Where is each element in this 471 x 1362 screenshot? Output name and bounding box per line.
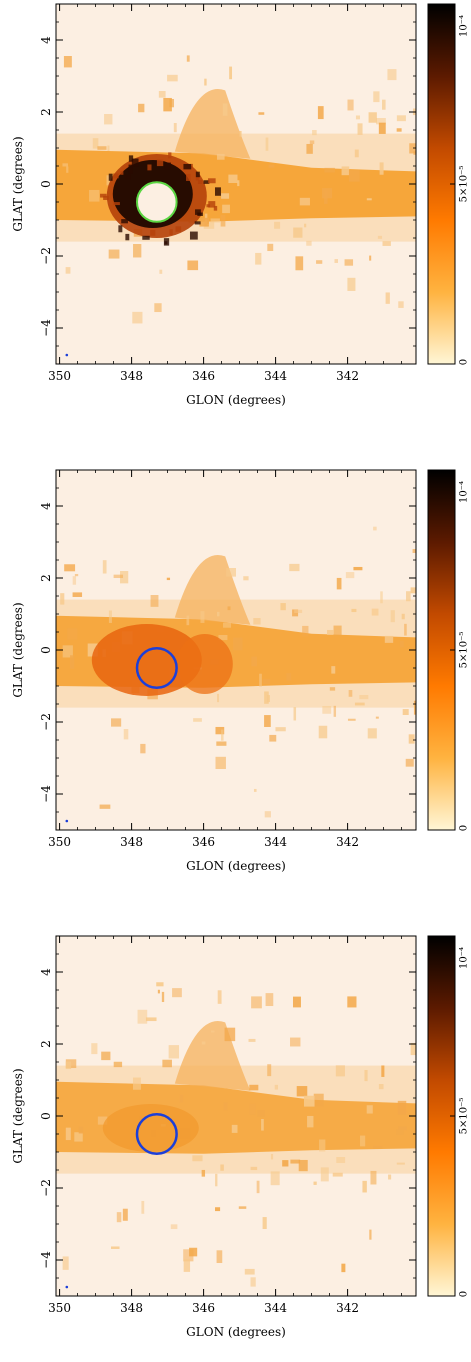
skymap-panel-2: 350 348 346 344 342 4 2 0 −2 −4 GLON (degrees) GLAT… xyxy=(0,466,471,896)
x-tick-label: 342 xyxy=(336,1301,359,1315)
x-tick-label: 342 xyxy=(336,835,359,849)
emission-layer xyxy=(56,526,416,818)
y-tick-label: 4 xyxy=(39,36,53,44)
y-tick-label: 0 xyxy=(39,180,53,188)
x-tick-label: 350 xyxy=(48,835,71,849)
colorbar-tick-label: 0 xyxy=(459,1291,470,1297)
y-axis-title: GLAT (degrees) xyxy=(11,602,25,697)
colorbar-tick-label: 0 xyxy=(459,359,470,365)
plume-emission xyxy=(174,1020,251,1091)
y-tick-label: −2 xyxy=(39,1179,53,1197)
x-tick-label: 344 xyxy=(264,1301,287,1315)
marker-point xyxy=(65,1285,69,1289)
y-axis-title: GLAT (degrees) xyxy=(11,1068,25,1163)
colorbar-tick-label: 5×10⁻⁵ xyxy=(459,166,470,203)
region-circle xyxy=(135,646,178,690)
y-tick-label: 2 xyxy=(39,108,53,116)
x-tick-label: 344 xyxy=(264,835,287,849)
colorbar-tick-label: 5×10⁻⁵ xyxy=(459,632,470,669)
y-tick-label: −4 xyxy=(39,1251,53,1269)
x-tick-label: 346 xyxy=(192,1301,215,1315)
colorbar-tick-label: 5×10⁻⁵ xyxy=(459,1098,470,1135)
y-tick-label: 4 xyxy=(39,502,53,510)
x-axis-title: GLON (degrees) xyxy=(186,393,286,407)
y-tick-label: 2 xyxy=(39,574,53,582)
y-tick-label: −4 xyxy=(39,319,53,337)
intense-emission xyxy=(102,1104,199,1152)
x-tick-label: 348 xyxy=(120,369,143,383)
marker-point xyxy=(65,819,69,823)
region-circle xyxy=(135,1112,178,1156)
x-tick-label: 350 xyxy=(48,1301,71,1315)
region-circle xyxy=(136,181,178,223)
skymap-svg: 350 348 346 344 342 4 2 0 −2 −4 GLON (degrees) GLAT… xyxy=(11,469,470,873)
x-tick-label: 344 xyxy=(264,369,287,383)
y-axis-title: GLAT (degrees) xyxy=(11,136,25,231)
x-tick-label: 350 xyxy=(48,369,71,383)
x-axis-title: GLON (degrees) xyxy=(186,1325,286,1339)
y-tick-label: 4 xyxy=(39,968,53,976)
emission-layer xyxy=(56,982,416,1287)
skymap-panel-1: 350 348 346 344 342 4 2 0 −2 −4 GLON (degrees) GLAT… xyxy=(0,0,471,430)
y-tick-label: −2 xyxy=(39,247,53,265)
x-tick-label: 346 xyxy=(192,369,215,383)
skymap-svg: 350 348 346 344 342 4 2 0 −2 −4 GLON (degrees) GLAT… xyxy=(11,935,470,1339)
colorbar-tick-label: 0 xyxy=(459,825,470,831)
x-tick-label: 346 xyxy=(192,835,215,849)
x-tick-label: 342 xyxy=(336,369,359,383)
marker-point xyxy=(65,353,69,357)
y-tick-label: −4 xyxy=(39,785,53,803)
colorbar-tick-label: 10⁻⁴ xyxy=(459,947,470,969)
plume-emission xyxy=(174,554,251,625)
x-tick-label: 348 xyxy=(120,835,143,849)
skymap-svg: 350 348 346 344 342 4 2 0 −2 −4 GLON (degrees) GLAT… xyxy=(11,3,470,407)
skymap-panel-3: 350 348 346 344 342 4 2 0 −2 −4 GLON (degrees) GLAT… xyxy=(0,932,471,1362)
colorbar-tick-label: 10⁻⁴ xyxy=(459,15,470,37)
plume-emission xyxy=(174,88,251,159)
x-axis-title: GLON (degrees) xyxy=(186,859,286,873)
y-tick-label: 0 xyxy=(39,1112,53,1120)
y-tick-label: 2 xyxy=(39,1040,53,1048)
colorbar-tick-label: 10⁻⁴ xyxy=(459,481,470,503)
x-tick-label: 348 xyxy=(120,1301,143,1315)
y-tick-label: −2 xyxy=(39,713,53,731)
y-tick-label: 0 xyxy=(39,646,53,654)
